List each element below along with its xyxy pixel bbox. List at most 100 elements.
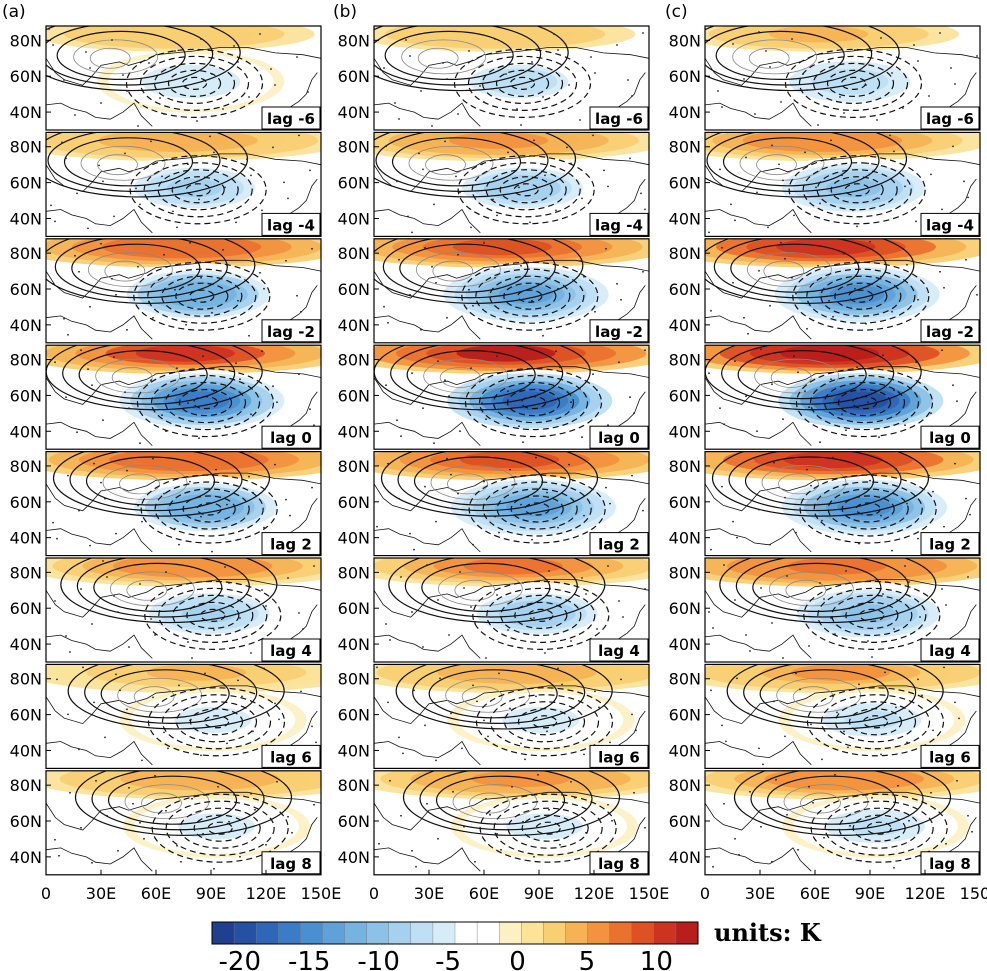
warm-anomaly-shading <box>135 345 235 362</box>
negative-height-contour <box>848 708 903 736</box>
lag-label-box <box>589 532 649 556</box>
significance-dot <box>976 55 978 57</box>
significance-dot <box>976 293 978 296</box>
significance-dot <box>821 758 823 761</box>
coastline <box>374 366 649 405</box>
positive-height-contour <box>78 350 208 400</box>
positive-height-contour <box>439 367 481 388</box>
lag-label-box <box>261 532 321 556</box>
coastline <box>46 47 321 86</box>
significance-dot <box>762 763 764 766</box>
positive-height-contour <box>46 26 241 92</box>
significance-dot <box>400 576 402 578</box>
significance-dot <box>941 349 943 352</box>
significance-dot <box>871 796 873 799</box>
significance-dot <box>712 627 714 629</box>
positive-height-contour <box>744 456 875 506</box>
lat-tick-label: 40N <box>338 103 370 122</box>
significance-dot <box>542 96 544 98</box>
significance-dot <box>185 323 187 326</box>
significance-dot <box>148 62 150 64</box>
positive-height-contour <box>423 358 509 394</box>
significance-dot <box>815 186 817 189</box>
significance-dot <box>472 304 474 307</box>
significance-dot <box>137 265 139 268</box>
significance-dot <box>463 825 465 828</box>
significance-dot <box>806 89 808 91</box>
significance-dot <box>893 628 895 630</box>
significance-dot <box>459 430 461 433</box>
colorbar-segment <box>410 921 434 945</box>
significance-dot <box>784 496 786 499</box>
coastline <box>705 685 980 725</box>
significance-dot <box>61 141 63 144</box>
significance-dot <box>581 436 583 439</box>
positive-height-contour <box>785 579 827 601</box>
negative-height-contour <box>489 694 600 750</box>
significance-dot <box>834 773 836 776</box>
significance-dot <box>845 429 847 432</box>
lag-label-box <box>261 744 321 768</box>
significance-dot <box>300 690 302 693</box>
significance-dot <box>481 402 483 405</box>
map-frame <box>45 451 322 557</box>
significance-dot <box>239 378 241 381</box>
significance-dot <box>496 832 498 835</box>
negative-height-contour <box>185 183 211 197</box>
significance-dot <box>237 61 239 63</box>
lat-tick-label: 80N <box>338 244 370 263</box>
significance-dot <box>200 276 202 279</box>
significance-dot <box>102 180 104 183</box>
significance-dot <box>200 515 202 518</box>
negative-height-contour <box>834 282 888 310</box>
coastline <box>705 791 980 831</box>
significance-dot <box>65 157 67 160</box>
significance-dot <box>915 361 917 364</box>
positive-height-contour <box>382 238 556 299</box>
negative-height-contour <box>802 162 912 218</box>
map-panel: lag 6 80N 60N 40N <box>338 663 650 770</box>
map-frame <box>373 25 650 131</box>
significance-dot <box>570 780 572 783</box>
negative-height-contour <box>521 814 575 842</box>
negative-height-contour <box>795 367 934 438</box>
significance-dot <box>537 773 539 776</box>
lat-tick-label: 60N <box>669 386 701 405</box>
significance-dot <box>485 797 487 800</box>
negative-height-contour <box>503 701 586 743</box>
negative-height-contour <box>493 800 603 856</box>
colorbar-segment <box>476 921 500 945</box>
significance-dot <box>760 348 762 351</box>
significance-dot <box>470 226 472 229</box>
significance-dot <box>67 713 69 716</box>
significance-dot <box>274 702 276 705</box>
significance-dot <box>529 221 531 224</box>
significance-dot <box>250 174 252 177</box>
significance-dot <box>644 588 646 590</box>
significance-dot <box>572 718 574 721</box>
significance-dot <box>165 430 167 433</box>
significance-dot <box>52 521 54 524</box>
negative-height-contour <box>139 55 250 111</box>
significance-dot <box>111 277 113 280</box>
significance-dot <box>259 33 261 35</box>
lag-label: lag -6 <box>926 110 974 128</box>
negative-height-contour <box>482 481 592 537</box>
significance-dot <box>932 729 934 732</box>
panel-label-c: (c) <box>665 2 688 22</box>
significance-dot <box>222 248 224 251</box>
significance-dot <box>74 254 76 257</box>
significance-dot <box>810 723 812 726</box>
positive-height-contour <box>417 47 459 69</box>
significance-dot <box>50 204 52 207</box>
significance-dot <box>126 90 128 92</box>
significance-dot <box>797 610 799 612</box>
significance-dot <box>627 79 629 81</box>
significance-dot <box>644 349 646 352</box>
significance-dot <box>642 270 644 273</box>
significance-dot <box>150 379 152 382</box>
significance-dot <box>285 498 287 501</box>
significance-dot <box>457 253 459 256</box>
warm-anomaly-shading <box>794 770 894 788</box>
map-frame <box>45 770 322 876</box>
